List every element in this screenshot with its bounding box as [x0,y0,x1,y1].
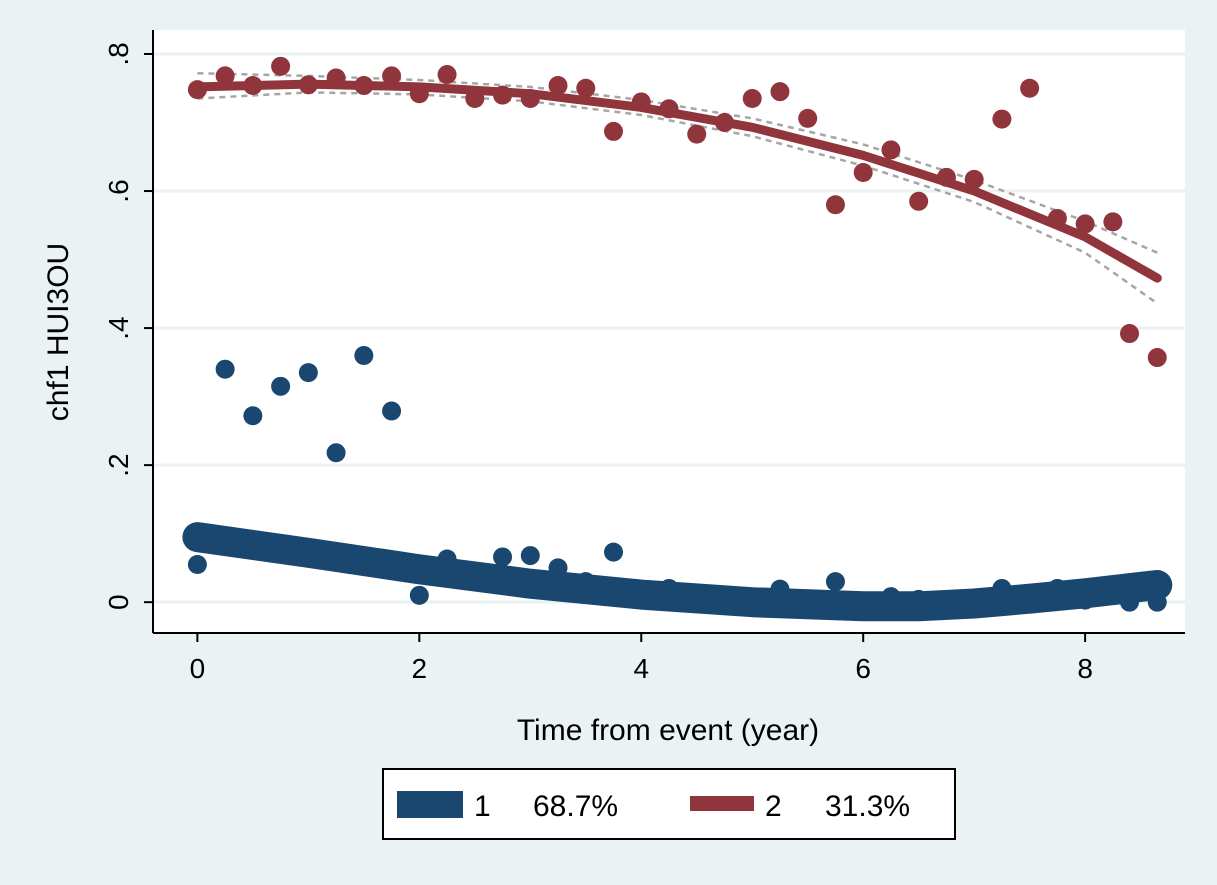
point-series-1 [1120,592,1140,612]
point-series-2 [853,163,873,183]
point-series-2 [1075,214,1095,234]
point-series-1 [215,359,235,379]
point-series-1 [243,406,263,426]
point-series-2 [465,89,485,109]
point-series-2 [909,191,929,211]
point-series-2 [1103,212,1123,232]
point-series-1 [271,376,291,396]
x-ticks: 0 2 4 6 8 [190,633,1093,684]
legend-box [382,768,956,840]
data-points [187,56,1167,612]
point-series-2 [1147,348,1167,368]
y-ticks: 0 .2 .4 .6 .8 [103,42,153,610]
point-series-1 [909,589,929,609]
y-tick-label: 0 [103,594,134,610]
point-series-1 [437,549,457,569]
point-series-2 [825,195,845,215]
point-series-1 [825,572,845,592]
point-series-1 [881,587,901,607]
point-series-1 [326,443,346,463]
point-series-2 [936,167,956,187]
point-series-2 [187,80,207,100]
point-series-2 [604,121,624,141]
x-tick-label: 0 [190,653,206,684]
legend-swatch-1 [397,791,463,818]
point-series-1 [409,585,429,605]
point-series-2 [409,84,429,104]
point-series-1 [604,542,624,562]
y-tick-label: .4 [103,316,134,339]
point-series-1 [493,547,513,567]
x-tick-label: 4 [633,653,649,684]
legend-label-2: 2 [765,790,782,823]
point-series-1 [659,578,679,598]
y-tick-label: .2 [103,453,134,476]
point-series-1 [298,363,318,383]
legend: 1 68.7% 2 31.3% [382,768,956,840]
point-series-2 [742,89,762,109]
point-series-2 [520,89,540,109]
point-series-1 [576,572,596,592]
point-series-1 [1075,590,1095,610]
y-tick-label: .8 [103,42,134,65]
legend-label-1: 1 [474,790,491,823]
plot-area [153,30,1185,633]
point-series-2 [881,140,901,160]
point-series-1 [770,579,790,599]
point-series-1 [520,546,540,566]
point-series-2 [798,108,818,128]
y-tick-label: .6 [103,179,134,202]
point-series-2 [714,113,734,133]
point-series-1 [992,578,1012,598]
x-tick-label: 2 [412,653,428,684]
point-series-2 [964,169,984,189]
point-series-2 [493,85,513,105]
point-series-2 [1120,324,1140,344]
legend-share-1: 68.7% [533,790,618,823]
point-series-2 [354,76,374,96]
point-series-1 [187,554,207,574]
point-series-2 [1047,208,1067,228]
point-series-2 [326,68,346,88]
point-series-1 [1147,592,1167,612]
point-series-2 [770,82,790,102]
point-series-1 [631,589,651,609]
x-tick-label: 6 [855,653,871,684]
point-series-2 [243,76,263,96]
point-series-1 [354,345,374,365]
point-series-1 [548,558,568,578]
legend-swatch-2 [690,796,754,811]
point-series-2 [437,65,457,85]
point-series-2 [382,66,402,86]
x-tick-label: 8 [1077,653,1093,684]
point-series-2 [631,92,651,112]
legend-share-2: 31.3% [825,790,910,823]
point-series-2 [298,75,318,95]
point-series-2 [548,76,568,96]
x-axis-title: Time from event (year) [517,714,819,747]
y-axis-title: chf1 HUI3OU [42,243,75,421]
point-series-2 [659,99,679,119]
point-series-2 [576,78,596,98]
axes [152,30,1185,634]
point-series-2 [271,56,291,76]
point-series-2 [687,124,707,144]
fit-line-series-1 [182,522,1173,622]
point-series-1 [1047,578,1067,598]
point-series-1 [382,401,402,421]
point-series-2 [1020,78,1040,98]
point-series-2 [992,109,1012,129]
point-series-2 [215,66,235,86]
